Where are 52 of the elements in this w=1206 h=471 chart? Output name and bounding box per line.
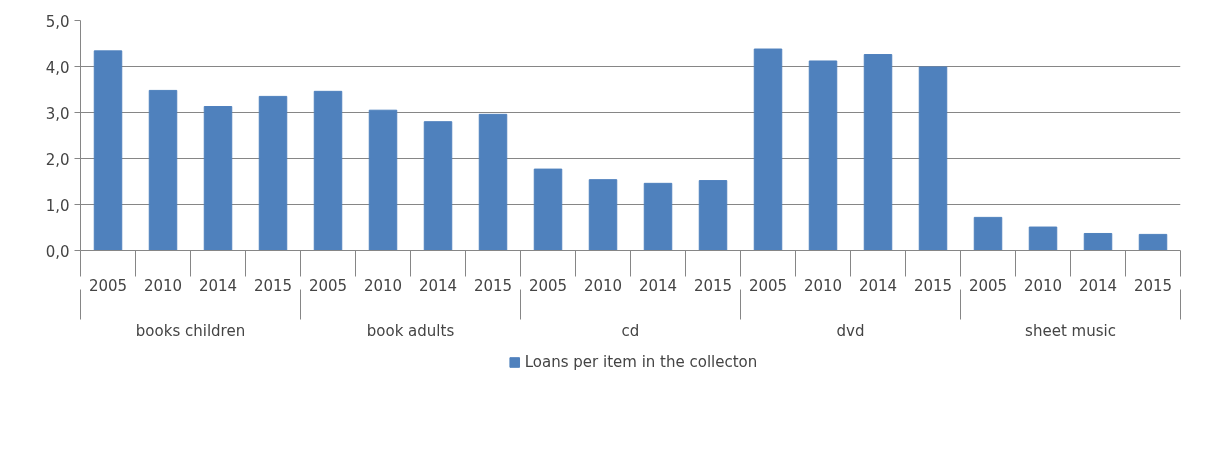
text: cd bbox=[621, 321, 640, 340]
x-tick-label: 2015 bbox=[473, 276, 513, 295]
x-tick-label: 2015 bbox=[913, 276, 953, 295]
bar bbox=[1028, 226, 1058, 251]
bar bbox=[258, 95, 288, 251]
y-tick-label: 3,0 bbox=[45, 104, 70, 123]
x-tick-label: 2010 bbox=[143, 276, 183, 295]
x-tick-label: 2014 bbox=[858, 276, 898, 295]
x-tick-label: 2010 bbox=[1023, 276, 1063, 295]
x-tick-label: 2014 bbox=[638, 276, 678, 295]
bar bbox=[863, 54, 893, 251]
bar bbox=[1083, 232, 1113, 251]
y-tick-label: 2,0 bbox=[45, 150, 70, 169]
bar bbox=[148, 89, 178, 251]
bar bbox=[753, 48, 783, 251]
bar bbox=[478, 113, 508, 251]
bar bbox=[93, 50, 123, 251]
y-tick-label: 5,0 bbox=[45, 12, 70, 31]
x-tick-label: 2015 bbox=[253, 276, 293, 295]
x-tick-label: 2010 bbox=[803, 276, 843, 295]
bar bbox=[313, 90, 343, 251]
x-tick-label: 2015 bbox=[1133, 276, 1173, 295]
y-tick-label: 4,0 bbox=[45, 58, 70, 77]
bar bbox=[588, 179, 618, 251]
x-tick-label: 2015 bbox=[693, 276, 733, 295]
bar bbox=[423, 121, 453, 251]
x-tick-label: 2014 bbox=[198, 276, 238, 295]
x-tick-label: 2005 bbox=[528, 276, 568, 295]
x-tick-label: 2005 bbox=[748, 276, 788, 295]
x-tick-label: 2010 bbox=[363, 276, 403, 295]
bar bbox=[1138, 233, 1168, 251]
bar bbox=[533, 168, 563, 251]
bar bbox=[808, 60, 838, 251]
text: sheet music bbox=[1025, 321, 1116, 340]
y-tick-label: 0,0 bbox=[45, 242, 70, 261]
legend-label: Loans per item in the collecton bbox=[524, 353, 758, 371]
text: books children bbox=[135, 321, 246, 340]
text: book adults bbox=[366, 321, 455, 340]
bar bbox=[973, 216, 1003, 251]
bar bbox=[698, 180, 728, 251]
x-tick-label: 2005 bbox=[88, 276, 128, 295]
text: dvd bbox=[836, 321, 865, 340]
y-tick-label: 1,0 bbox=[45, 196, 70, 215]
x-tick-label: 2014 bbox=[1078, 276, 1118, 295]
x-tick-label: 2005 bbox=[968, 276, 1008, 295]
bar bbox=[643, 182, 673, 251]
bar bbox=[918, 66, 948, 251]
x-tick-label: 2005 bbox=[308, 276, 348, 295]
x-tick-label: 2010 bbox=[583, 276, 623, 295]
bar bbox=[368, 109, 398, 251]
bar bbox=[203, 106, 233, 251]
x-tick-label: 2014 bbox=[418, 276, 458, 295]
